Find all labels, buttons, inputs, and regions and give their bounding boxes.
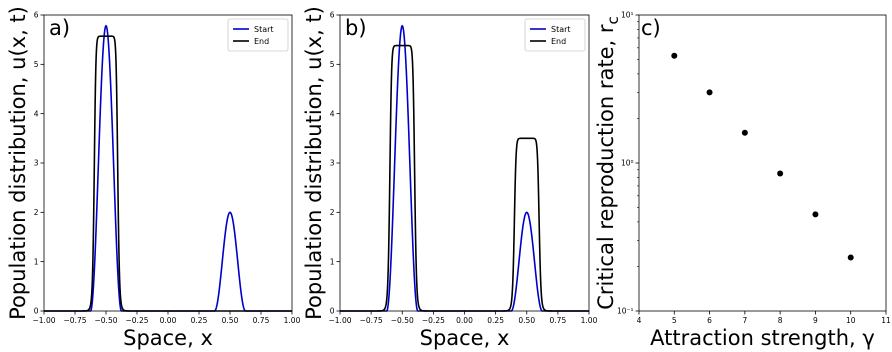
- x-tick-label: 11: [881, 316, 891, 325]
- y-tick-label: 0: [330, 307, 335, 316]
- x-axis-label: Space, x: [123, 326, 213, 350]
- data-point: [812, 211, 819, 218]
- x-tick-label: 0.25: [191, 316, 208, 325]
- x-tick-label: 0.75: [253, 316, 270, 325]
- x-tick-label: 0.00: [160, 316, 177, 325]
- x-tick-label: −0.75: [64, 316, 87, 325]
- x-tick-label: 7: [742, 316, 747, 325]
- y-tick-label: 10⁻¹: [617, 307, 634, 316]
- y-tick-label: 10⁰: [621, 159, 634, 168]
- chart-panel-1: −1.00 −0.75 −0.50 −0.25 0.00 0.25 0.50 0.75 1.00…: [302, 6, 598, 350]
- x-tick-label: 1.00: [581, 316, 598, 325]
- legend: Start End: [524, 18, 586, 52]
- plot-frame: [339, 14, 590, 312]
- y-tick-label: 4: [330, 109, 335, 118]
- data-point: [777, 170, 784, 177]
- series-line-end: [340, 44, 589, 312]
- x-tick-label: −0.25: [126, 316, 149, 325]
- x-axis-label: Space, x: [420, 326, 510, 350]
- series-line-end: [44, 35, 292, 312]
- data-point: [847, 254, 854, 261]
- x-tick-label: 0.75: [550, 316, 567, 325]
- legend-label-end: End: [254, 37, 269, 46]
- y-tick-label: 2: [34, 208, 39, 217]
- y-axis-label: Critical reproduction rate, rc: [594, 16, 622, 310]
- x-tick-label: 4: [637, 316, 642, 325]
- x-tick-label: −0.50: [95, 316, 118, 325]
- x-tick-label: 0.50: [518, 316, 535, 325]
- x-tick-label: 5: [672, 316, 677, 325]
- x-tick-label: 8: [778, 316, 783, 325]
- y-tick-label: 6: [34, 11, 39, 20]
- y-tick-label: 2: [330, 208, 335, 217]
- y-tick-label: 4: [34, 109, 39, 118]
- panel-label: c): [641, 16, 661, 40]
- series-line-start: [44, 24, 292, 312]
- y-tick-label: 1: [34, 257, 39, 266]
- x-tick-label: −0.25: [422, 316, 445, 325]
- legend-label-end: End: [551, 37, 566, 46]
- x-tick-label: 0.00: [456, 316, 473, 325]
- series-line-start: [340, 24, 589, 312]
- x-tick-label: −0.75: [360, 316, 383, 325]
- y-tick-label: 6: [330, 11, 335, 20]
- legend: Start End: [227, 18, 289, 52]
- y-tick-label: 3: [34, 159, 39, 168]
- data-point: [741, 129, 748, 136]
- chart-panel-0: −1.00 −0.75 −0.50 −0.25 0.00 0.25 0.50 0.75 1.00…: [6, 6, 301, 350]
- plot-frame: [43, 14, 293, 312]
- data-point: [671, 52, 678, 59]
- panel-label: b): [345, 16, 367, 40]
- legend-box: [227, 18, 289, 52]
- plot-frame: [638, 14, 887, 312]
- y-tick-label: 10¹: [621, 11, 634, 20]
- y-tick-label: 0: [34, 307, 39, 316]
- x-tick-label: 0.50: [222, 316, 239, 325]
- legend-label-start: Start: [254, 25, 274, 34]
- legend-label-start: Start: [551, 25, 571, 34]
- x-tick-label: 10: [846, 316, 856, 325]
- y-tick-label: 5: [34, 60, 39, 69]
- chart-panel-2: 4 5 6 7 8 9 10 11 10⁻¹ 10⁰ 10¹ Attraction strength,…: [594, 11, 891, 350]
- x-tick-label: −1.00: [33, 316, 56, 325]
- x-tick-label: 9: [813, 316, 818, 325]
- y-axis-label: Population distribution, u(x, t): [302, 6, 326, 320]
- x-tick-label: 0.25: [487, 316, 504, 325]
- legend-box: [524, 18, 586, 52]
- y-tick-label: 3: [330, 159, 335, 168]
- y-tick-label: 5: [330, 60, 335, 69]
- data-point: [706, 89, 713, 96]
- x-tick-label: 1.00: [284, 316, 301, 325]
- y-axis-label: Population distribution, u(x, t): [6, 6, 30, 320]
- x-tick-label: −0.50: [391, 316, 414, 325]
- x-axis-label: Attraction strength, γ: [650, 326, 875, 350]
- y-tick-label: 1: [330, 257, 335, 266]
- x-tick-label: −1.00: [329, 316, 352, 325]
- x-tick-label: 6: [707, 316, 712, 325]
- panel-label: a): [49, 16, 70, 40]
